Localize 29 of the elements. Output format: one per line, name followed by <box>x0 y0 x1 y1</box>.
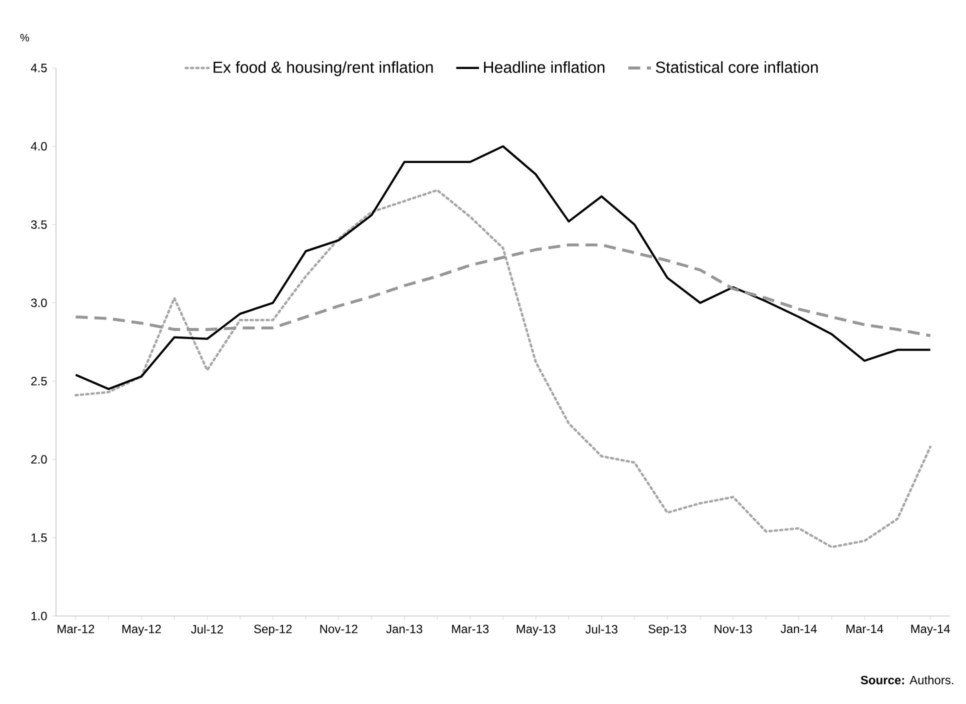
x-tick-label: Nov-13 <box>714 624 752 634</box>
x-tick-label: Sep-12 <box>254 624 292 636</box>
y-tick-label: 1.0 <box>32 612 47 620</box>
x-tick-label: Mar-13 <box>452 624 489 634</box>
x-tick-label: May-12 <box>122 624 161 636</box>
x-tick-label: Mar-14 <box>846 624 884 634</box>
y-tick-label: 1.5 <box>32 534 47 542</box>
x-tick-label: Sep-13 <box>648 624 686 636</box>
y-tick-label: 2.5 <box>31 376 47 386</box>
legend-label: Headline inflation <box>484 61 604 73</box>
line-series <box>74 188 932 548</box>
x-tick-label: May-14 <box>911 624 950 636</box>
y-tick-label: 4.5 <box>30 64 47 72</box>
x-tick-label: Jul-12 <box>191 624 223 634</box>
x-tick-label: May-13 <box>516 624 556 636</box>
line-series <box>74 243 932 338</box>
text: Source: Authors. <box>860 676 954 684</box>
x-tick-label: Nov-12 <box>320 624 358 634</box>
y-tick-label: 3.5 <box>31 220 47 229</box>
x-tick-label: Jan-14 <box>780 624 817 634</box>
y-tick-label: 4.0 <box>30 142 47 151</box>
x-tick-label: Mar-12 <box>58 624 94 634</box>
legend-label: Statistical core inflation <box>656 61 818 73</box>
y-axis-title: % <box>20 34 30 42</box>
y-tick-label: 3.0 <box>31 298 47 308</box>
legend-label: Ex food & housing/rent inflation <box>214 61 433 76</box>
x-tick-label: Jul-13 <box>585 624 618 634</box>
y-tick-label: 2.0 <box>31 455 47 464</box>
x-tick-label: Jan-13 <box>386 624 422 634</box>
